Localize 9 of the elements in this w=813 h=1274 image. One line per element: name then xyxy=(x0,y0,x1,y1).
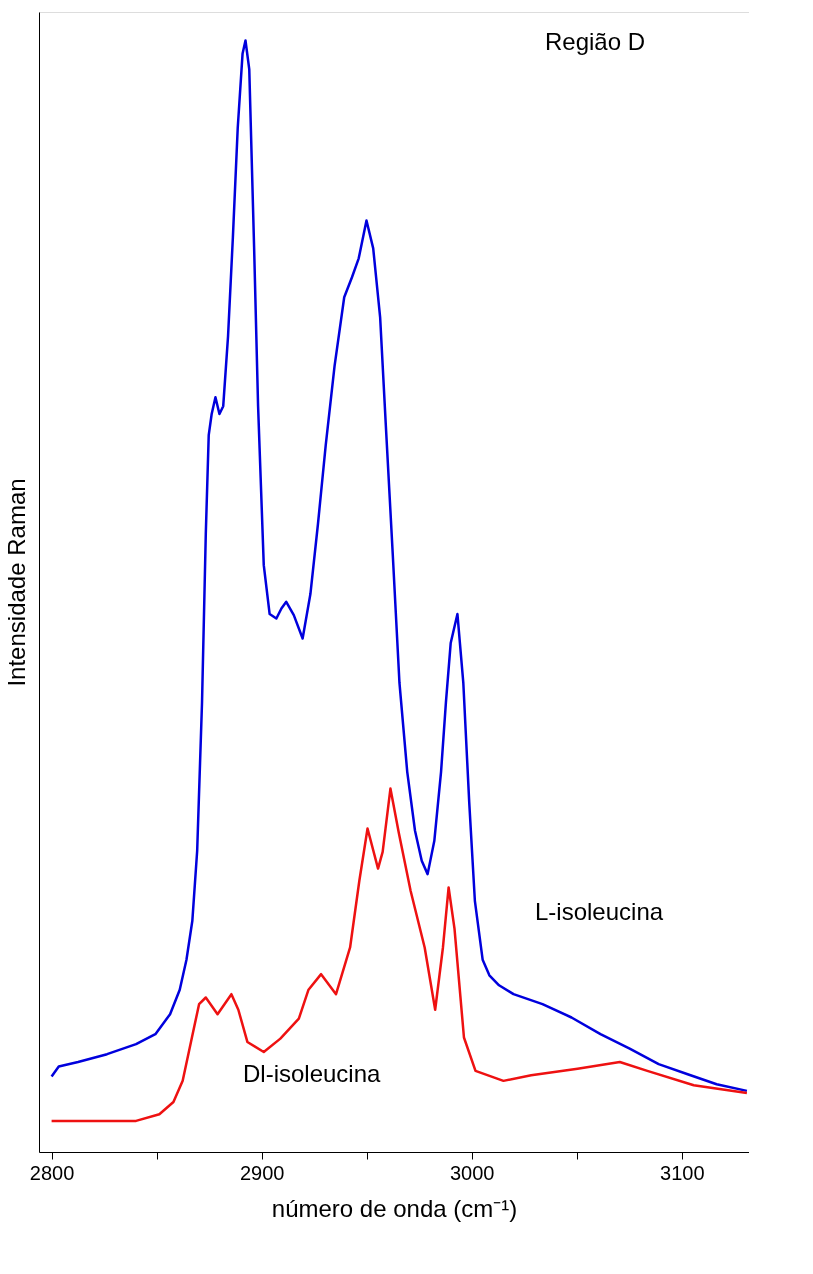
x-tick-label: 2900 xyxy=(239,1161,285,1184)
x-tick-label: 3100 xyxy=(660,1161,705,1184)
y-axis-title: Intensidade Raman xyxy=(2,478,30,687)
text: L-isoleucina xyxy=(535,898,664,925)
series-label: Dl-isoleucina xyxy=(243,1060,382,1087)
x-tick-label: 2800 xyxy=(29,1161,75,1184)
x-axis-title: número de onda (cm⁻¹) xyxy=(271,1194,518,1222)
annotation: Região D xyxy=(545,28,646,55)
x-tick-label: 3000 xyxy=(449,1161,495,1184)
